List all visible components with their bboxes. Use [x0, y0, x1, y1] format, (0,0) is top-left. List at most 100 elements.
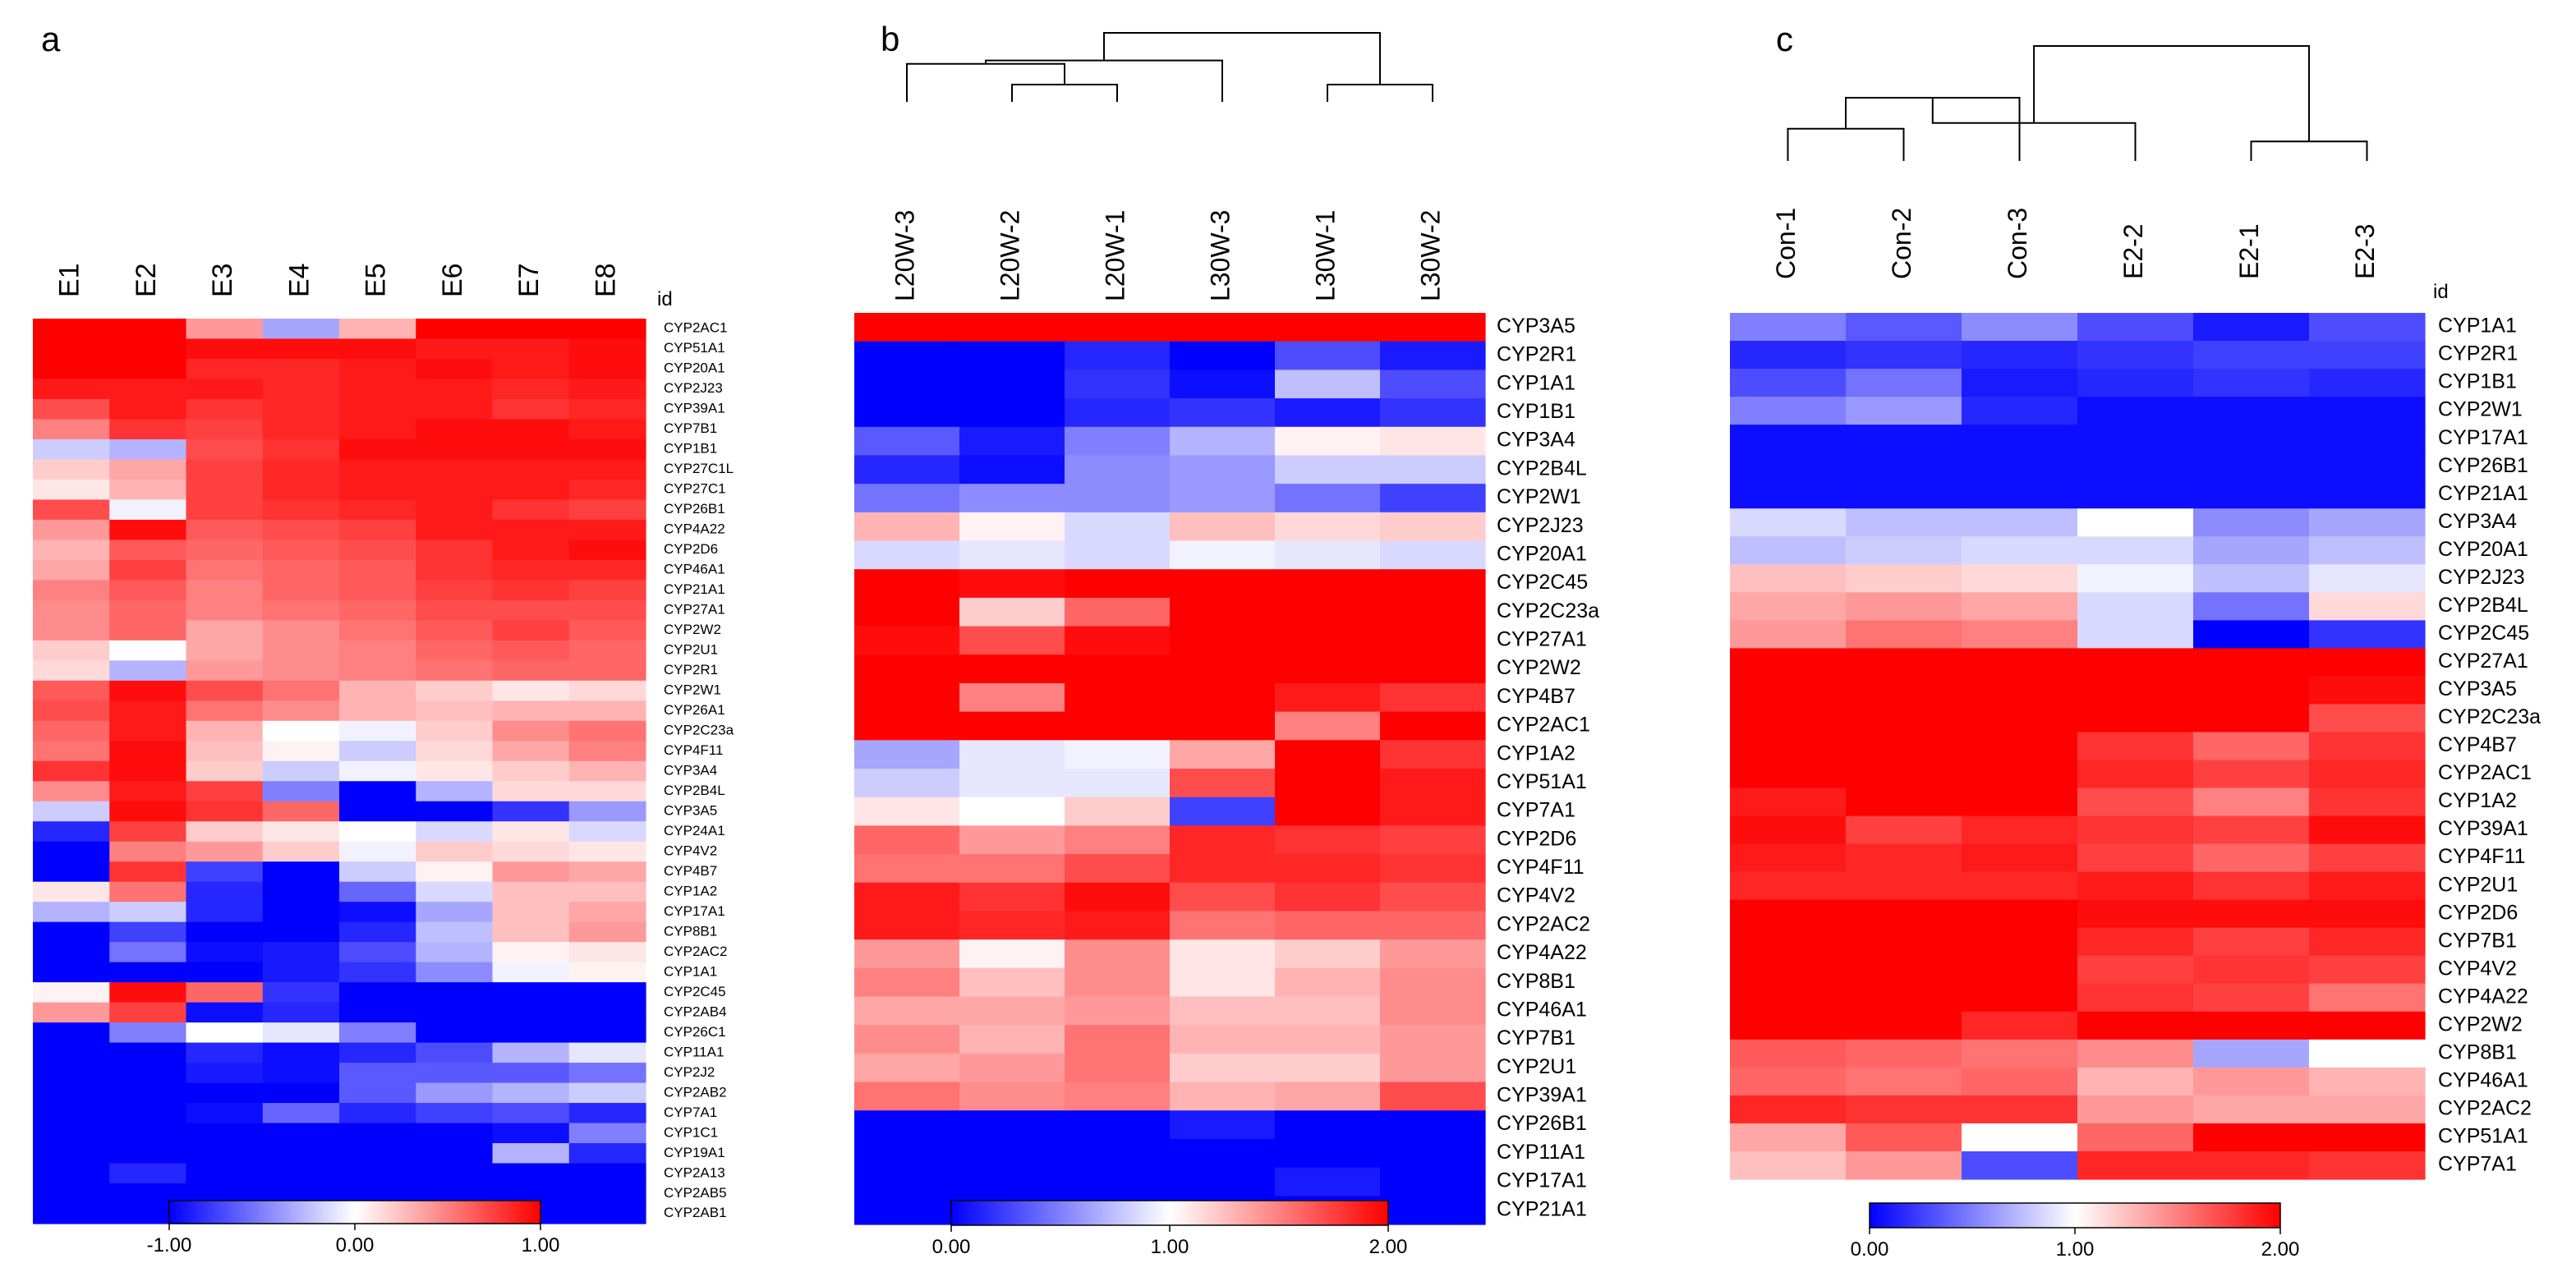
- row-label: CYP51A1: [664, 340, 725, 356]
- heatmap-cell: [1275, 569, 1381, 599]
- heatmap-cell: [339, 379, 416, 400]
- heatmap-cell: [2193, 564, 2310, 593]
- row-label: CYP1A2: [1497, 742, 1576, 765]
- heatmap-cell: [1170, 682, 1276, 713]
- heatmap-cell: [2193, 452, 2310, 481]
- heatmap-cell: [2309, 704, 2426, 733]
- heatmap-cell: [854, 1110, 960, 1140]
- heatmap-cell: [33, 319, 110, 340]
- heatmap-cell: [1170, 740, 1276, 769]
- heatmap-cell: [1170, 398, 1276, 428]
- heatmap-cell: [2309, 843, 2426, 873]
- column-label: E2-2: [2118, 223, 2148, 279]
- heatmap-cell: [416, 419, 494, 440]
- heatmap-cell: [262, 982, 340, 1004]
- heatmap-cell: [416, 519, 494, 540]
- row-label: CYP2C23a: [1497, 599, 1599, 622]
- row-label: CYP24A1: [664, 823, 725, 838]
- heatmap-cell: [1170, 597, 1276, 627]
- heatmap-cell: [2193, 704, 2310, 733]
- row-label: CYP3A4: [1497, 429, 1576, 452]
- heatmap-panel-a: a CYP2AC1 CYP51A1 CYP20A1 CYP2J23 CYP39A1 CYP…: [33, 20, 734, 1256]
- heatmap-cell: [1380, 1082, 1486, 1111]
- heatmap-cell: [1962, 732, 2078, 761]
- heatmap-cell: [2193, 732, 2310, 761]
- heatmap-cell: [1380, 967, 1486, 998]
- heatmap-cell: [1846, 704, 1962, 733]
- heatmap-cell: [339, 942, 416, 963]
- heatmap-cell: [1275, 996, 1381, 1026]
- heatmap-cell: [339, 540, 416, 561]
- heatmap-cell: [2193, 760, 2310, 789]
- heatmap-cell: [492, 700, 570, 722]
- heatmap-cell: [854, 597, 960, 627]
- heatmap-cell: [854, 1196, 960, 1225]
- heatmap-cell: [2309, 1011, 2426, 1040]
- heatmap-cell: [568, 921, 646, 943]
- heatmap-cell: [339, 519, 416, 540]
- color-scale-bar: [168, 1200, 541, 1224]
- heatmap-cell: [1065, 370, 1171, 399]
- heatmap-cell: [568, 821, 646, 843]
- heatmap-cell: [1730, 899, 1847, 929]
- heatmap-cell: [339, 1022, 416, 1044]
- heatmap-cell: [1380, 1167, 1486, 1196]
- heatmap-cell: [1730, 341, 1847, 370]
- heatmap-cell: [262, 620, 340, 641]
- heatmap-cell: [1170, 1053, 1276, 1083]
- heatmap-cell: [33, 580, 110, 601]
- heatmap-cell: [33, 519, 110, 540]
- row-label: CYP2AC2: [664, 944, 727, 959]
- heatmap-cell: [1846, 425, 1962, 453]
- heatmap-cell: [854, 996, 960, 1026]
- heatmap-cell: [262, 358, 340, 380]
- scale-tick-label: 1.00: [2056, 1238, 2095, 1261]
- heatmap-cell: [33, 841, 110, 862]
- heatmap-cell: [33, 338, 110, 360]
- row-label: CYP2B4L: [1497, 457, 1587, 480]
- heatmap-cell: [492, 499, 570, 521]
- row-label: CYP2AB1: [664, 1205, 727, 1220]
- heatmap-cell: [186, 1082, 264, 1104]
- heatmap-cell: [416, 620, 494, 641]
- heatmap-cell: [2193, 788, 2310, 817]
- heatmap-cell: [186, 419, 264, 440]
- heatmap-cell: [416, 821, 494, 843]
- color-scale-bar: [950, 1200, 1389, 1226]
- heatmap-cell: [1380, 854, 1486, 884]
- heatmap-cell: [109, 479, 187, 500]
- heatmap-cell: [1275, 341, 1381, 370]
- heatmap-cell: [1065, 797, 1171, 826]
- heatmap-cell: [1730, 536, 1847, 565]
- heatmap-cell: [416, 741, 494, 762]
- heatmap-cell: [109, 1002, 187, 1023]
- row-label: CYP51A1: [2438, 1125, 2528, 1148]
- heatmap-cell: [492, 660, 570, 682]
- heatmap-cell: [186, 680, 264, 701]
- scale-tick-label: -1.00: [147, 1234, 192, 1256]
- heatmap-cell: [339, 398, 416, 420]
- heatmap-cell: [1275, 1110, 1381, 1140]
- heatmap-cell: [186, 760, 264, 782]
- heatmap-cell: [568, 801, 646, 822]
- heatmap-cell: [959, 484, 1065, 513]
- heatmap-cell: [1065, 341, 1171, 370]
- heatmap-cell: [1065, 426, 1171, 457]
- heatmap-cell: [1730, 397, 1847, 425]
- row-label: CYP1A2: [2438, 789, 2517, 812]
- heatmap-cell: [109, 982, 187, 1004]
- heatmap-cell: [339, 620, 416, 641]
- heatmap-cell: [568, 982, 646, 1004]
- heatmap-cell: [1380, 825, 1486, 855]
- row-label: CYP8B1: [2438, 1040, 2517, 1063]
- row-label: CYP2B4L: [664, 783, 725, 798]
- heatmap-cell: [33, 1203, 110, 1224]
- row-label: CYP2R1: [664, 662, 718, 677]
- heatmap-cell: [492, 1163, 570, 1184]
- heatmap-cell: [1962, 760, 2078, 789]
- heatmap-cell: [2309, 732, 2426, 761]
- heatmap-cell: [959, 825, 1065, 855]
- heatmap-cell: [109, 660, 187, 682]
- heatmap-cell: [416, 319, 494, 340]
- heatmap-cell: [1380, 1110, 1486, 1140]
